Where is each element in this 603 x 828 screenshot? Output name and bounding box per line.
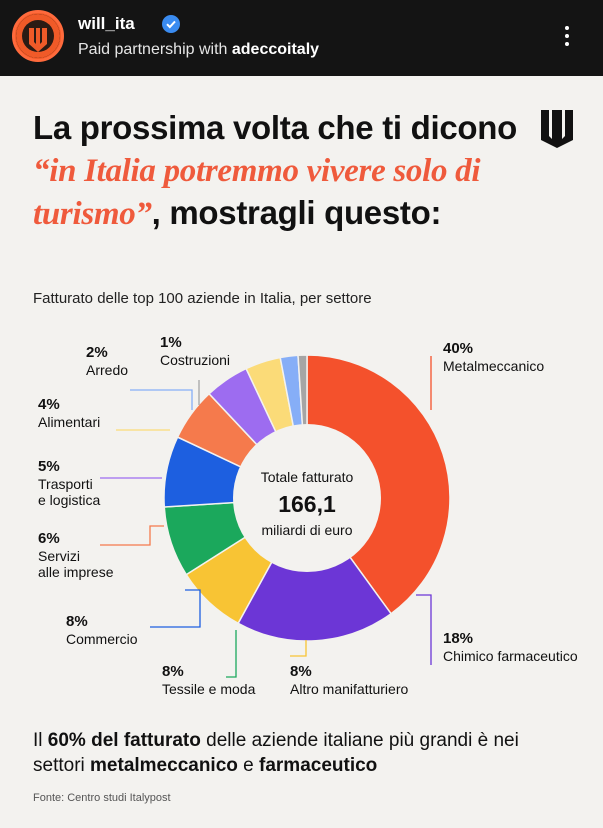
slice-name-label: Tessile e moda xyxy=(162,681,256,697)
caption: Il 60% del fatturato delle aziende itali… xyxy=(33,728,573,778)
donut-hole xyxy=(233,424,381,572)
slice-name-label: Commercio xyxy=(66,631,138,647)
slice-name-label: Metalmeccanico xyxy=(443,358,544,374)
caption-bold-1: 60% del fatturato xyxy=(47,730,201,751)
headline-part2: , mostragli questo: xyxy=(151,194,442,231)
center-label-top: Totale fatturato xyxy=(261,469,354,485)
slice-name-label: alle imprese xyxy=(38,564,114,580)
slice-name-label: Altro manifatturiero xyxy=(290,681,408,697)
slice-pct-label: 8% xyxy=(290,663,312,680)
slice-name-label: Servizi xyxy=(38,548,80,564)
caption-text-2: delle aziende italiane più grandi è nei … xyxy=(33,730,519,776)
avatar[interactable] xyxy=(16,14,60,58)
center-label-bottom: miliardi di euro xyxy=(261,522,352,538)
source-note: Fonte: Centro studi Italypost xyxy=(33,792,171,804)
headline-part1: La prossima volta che ti dicono xyxy=(33,109,517,146)
slice-pct-label: 5% xyxy=(38,458,60,475)
username[interactable]: will_ita xyxy=(78,14,135,33)
leader-line xyxy=(226,630,237,678)
slice-pct-label: 1% xyxy=(160,334,182,351)
slice-pct-label: 6% xyxy=(38,530,60,547)
caption-text-3: e xyxy=(237,755,260,776)
slice-name-label: Costruzioni xyxy=(160,352,230,368)
slice-pct-label: 40% xyxy=(443,340,473,357)
chart-title: Fatturato delle top 100 aziende in Itali… xyxy=(33,290,372,307)
headline-highlight: “in Italia potremmo vivere solo di turis… xyxy=(33,153,481,232)
slice-name-label: Alimentari xyxy=(38,414,100,430)
leader-line xyxy=(290,640,307,657)
slice-pct-label: 2% xyxy=(86,344,108,361)
will-logo-icon xyxy=(541,110,573,148)
more-options-icon[interactable] xyxy=(558,22,576,54)
post-header: will_ita Paid partnership with adeccoita… xyxy=(0,0,603,76)
caption-bold-2: metalmeccanico xyxy=(90,755,238,776)
verified-badge-icon xyxy=(162,15,180,33)
slice-pct-label: 4% xyxy=(38,396,60,413)
slice-name-label: Trasporti xyxy=(38,476,93,492)
slice-name-label: Arredo xyxy=(86,362,128,378)
caption-text-1: Il xyxy=(33,730,48,751)
slice-name-label: Chimico farmaceutico xyxy=(443,648,578,664)
slice-pct-label: 8% xyxy=(162,663,184,680)
partnership-line: Paid partnership with adeccoitaly xyxy=(78,41,319,59)
partner-name[interactable]: adeccoitaly xyxy=(231,41,320,58)
slice-pct-label: 8% xyxy=(66,613,88,630)
leader-line xyxy=(150,589,201,628)
center-value: 166,1 xyxy=(278,491,336,517)
leader-line xyxy=(416,594,432,665)
headline: La prossima volta che ti dicono “in Ital… xyxy=(33,107,533,235)
partnership-prefix: Paid partnership with xyxy=(78,41,228,58)
slice-name-label: e logistica xyxy=(38,492,100,508)
slice-pct-label: 18% xyxy=(443,630,473,647)
leader-line xyxy=(100,525,164,546)
caption-bold-3: farmaceutico xyxy=(259,755,378,776)
leader-line xyxy=(130,389,193,410)
